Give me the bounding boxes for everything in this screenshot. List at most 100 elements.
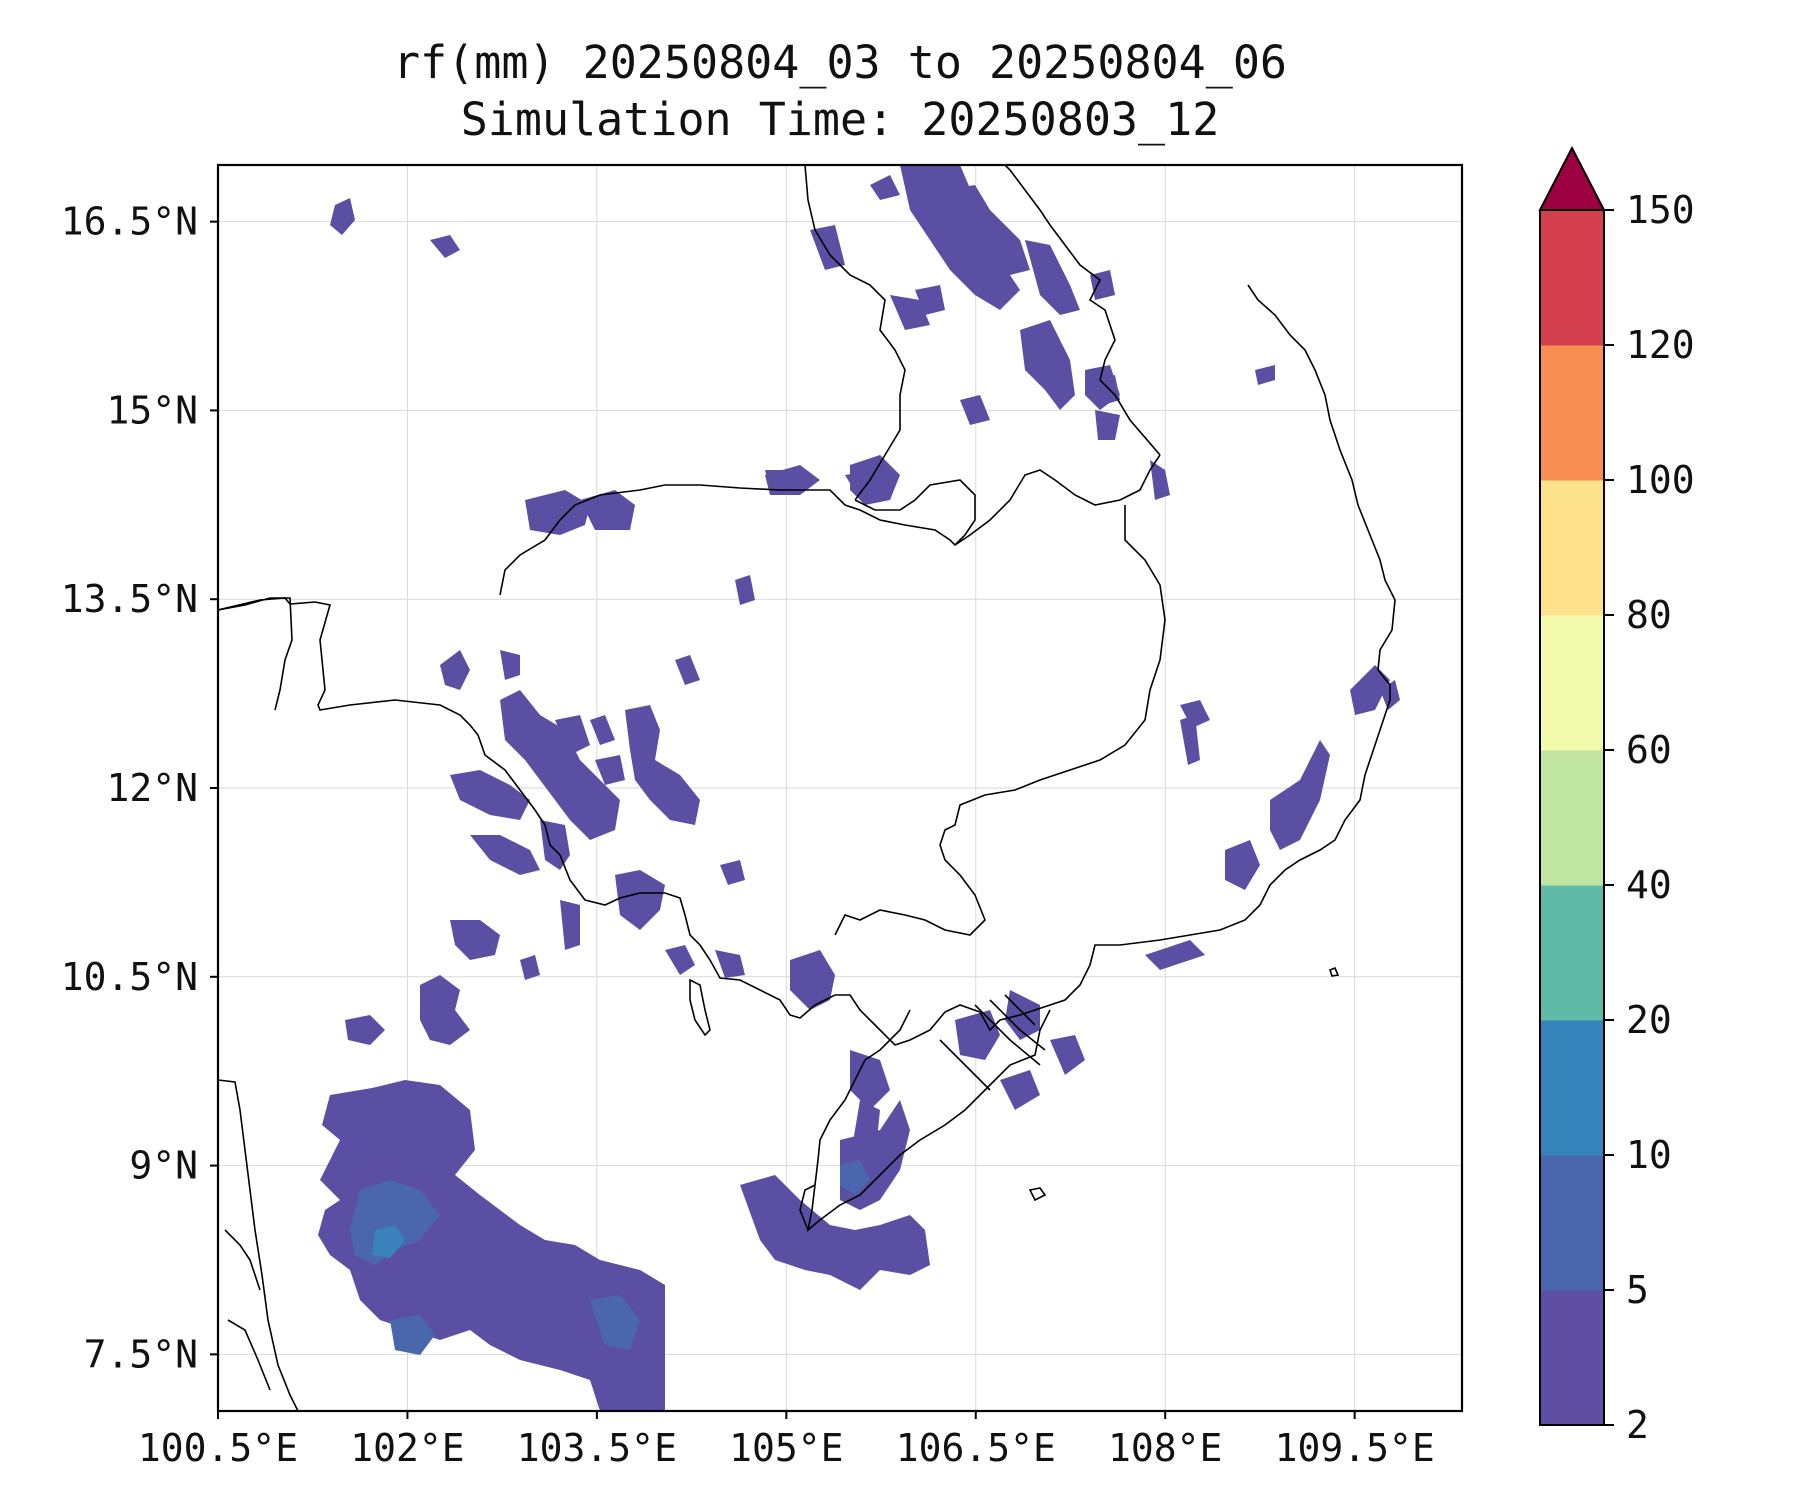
border-laos-cambodia <box>854 479 976 546</box>
colorbar-label: 40 <box>1626 863 1672 907</box>
rain-patch-thai-1 <box>525 490 590 535</box>
rain-patch-kampot-3 <box>715 950 745 978</box>
border-malay <box>224 1229 271 1391</box>
lon-tick-label: 109.5°E <box>1275 1426 1435 1470</box>
rain-patch-cambodia-1 <box>590 715 615 745</box>
colorbar-label: 10 <box>1626 1133 1672 1177</box>
coastlines-and-borders <box>218 165 1396 1411</box>
rain-patch-delta-9 <box>1050 1035 1085 1075</box>
colorbar-segment <box>1540 1155 1604 1291</box>
rain-patch-north-3 <box>1025 240 1080 315</box>
rain-patch-thai-6 <box>430 235 460 258</box>
coastline-camau-tip <box>799 1184 816 1231</box>
rain-patch-delta-5 <box>740 1175 930 1290</box>
coastline-delta-streaks <box>939 994 1046 1091</box>
colorbar-label: 5 <box>1626 1268 1649 1312</box>
rain-patch-coast-7 <box>1150 460 1170 500</box>
rain-patch-delta-core <box>840 1160 870 1195</box>
rain-patch-thai-2 <box>580 490 635 530</box>
rain-patch-cambodia-4 <box>1180 700 1210 728</box>
colorbar-label: 20 <box>1626 998 1672 1042</box>
rain-patch-thai-7 <box>440 650 470 690</box>
rain-patch-coast-5 <box>1180 715 1200 765</box>
rain-patch-thai-8 <box>500 650 520 680</box>
rain-patch-north-11 <box>870 175 900 200</box>
rain-patch-kampot-2 <box>665 945 695 975</box>
colorbar-label: 150 <box>1626 188 1695 232</box>
rain-patch-thai-13 <box>595 755 625 785</box>
rain-patch-thai-9 <box>735 575 755 605</box>
rain-patch-cambodia-3 <box>720 860 745 885</box>
border-thai-cambodia <box>499 454 1161 596</box>
colorbar-label: 120 <box>1626 323 1695 367</box>
rain-patch-delta-8 <box>1000 1070 1040 1110</box>
coastline-mekong-delta <box>806 1009 1051 1233</box>
lon-tick-label: 105°E <box>729 1426 843 1470</box>
lon-tick-label: 100.5°E <box>138 1426 298 1470</box>
rainfall-field <box>318 165 1400 1411</box>
colorbar-label: 100 <box>1626 458 1695 502</box>
title-line-2: Simulation Time: 20250803_12 <box>461 93 1220 146</box>
rain-patch-coast-3 <box>1350 665 1390 715</box>
colorbar-frame <box>1539 209 1605 1426</box>
colorbar-segment <box>1540 345 1604 481</box>
coastline-west-thailand <box>218 1079 299 1411</box>
lon-tick-label: 108°E <box>1108 1426 1222 1470</box>
rain-patch-cardamom <box>500 690 620 840</box>
rain-patch-coast-8 <box>1255 365 1275 385</box>
rain-patch-gulf-mid-1 <box>420 975 470 1045</box>
rain-patch-gulf-mid-5 <box>560 900 580 950</box>
lat-tick-label: 12°N <box>106 766 198 810</box>
lat-tick-label: 10.5°N <box>61 955 198 999</box>
rain-patch-kampot <box>615 870 665 930</box>
border-thai-laos <box>804 165 906 501</box>
coastline-thai-gulf <box>218 284 1396 1046</box>
rain-patch-cardamom-2 <box>625 705 700 825</box>
rain-patch-north-6 <box>1095 410 1120 440</box>
rain-patch-thai-12 <box>555 715 590 755</box>
lat-tick-label: 7.5°N <box>84 1332 198 1376</box>
colorbar-segment <box>1540 1020 1604 1156</box>
lon-tick-label: 103.5°E <box>517 1426 677 1470</box>
rain-patch-delta-1 <box>790 950 835 1010</box>
rain-patch-coast-2 <box>1225 840 1260 890</box>
longitude-ticks: 100.5°E 102°E 103.5°E 105°E 106.5°E 108°E 109.… <box>138 1411 1435 1470</box>
colorbar-segment <box>1540 210 1604 346</box>
rain-patch-north-8 <box>890 295 930 330</box>
rain-patch-gulf-south-core2 <box>390 1315 435 1355</box>
rain-patch-coast-6 <box>1145 940 1205 970</box>
rain-patch-coast-1 <box>1270 740 1330 850</box>
colorbar-extend-max <box>1538 145 1606 211</box>
colorbar-segment <box>1540 1290 1604 1426</box>
border-laos-vietnam <box>1004 165 1161 456</box>
rain-patch-north-7 <box>960 395 990 425</box>
lat-tick-label: 9°N <box>129 1144 198 1188</box>
colorbar-label: 2 <box>1626 1403 1649 1447</box>
rain-patch-north-2 <box>945 185 1030 275</box>
rain-patch-thai-5 <box>330 198 355 235</box>
colorbar-label: 80 <box>1626 593 1672 637</box>
lat-tick-label: 15°N <box>106 388 198 432</box>
lon-tick-label: 106.5°E <box>896 1426 1056 1470</box>
rain-patch-delta-6 <box>955 1010 1000 1060</box>
rain-patch-south-east <box>590 1295 640 1350</box>
rain-patch-cardamom-4 <box>470 835 540 875</box>
lat-tick-label: 13.5°N <box>61 577 198 621</box>
rain-patch-gulf-south-mid <box>350 1180 440 1265</box>
rain-patch-cambodia-2 <box>520 955 540 980</box>
lat-tick-label: 16.5°N <box>61 200 198 244</box>
colorbar-segment <box>1540 480 1604 616</box>
rain-patch-thai-10 <box>675 655 700 685</box>
rain-patch-gulf-mid-4 <box>540 820 570 870</box>
border-cambodia-vietnam <box>834 505 1166 936</box>
rain-patch-thai-11 <box>765 470 790 490</box>
coastline-phuquoc <box>689 978 711 1037</box>
rain-patch-delta-2 <box>850 1050 890 1110</box>
rain-patch-cardamom-3 <box>450 770 530 820</box>
colorbar-segment <box>1540 615 1604 751</box>
border-myanmar-thai <box>218 597 293 711</box>
coastline-islands <box>1028 966 1340 1202</box>
rain-patch-north-1 <box>900 165 1020 310</box>
colorbar-label: 60 <box>1626 728 1672 772</box>
